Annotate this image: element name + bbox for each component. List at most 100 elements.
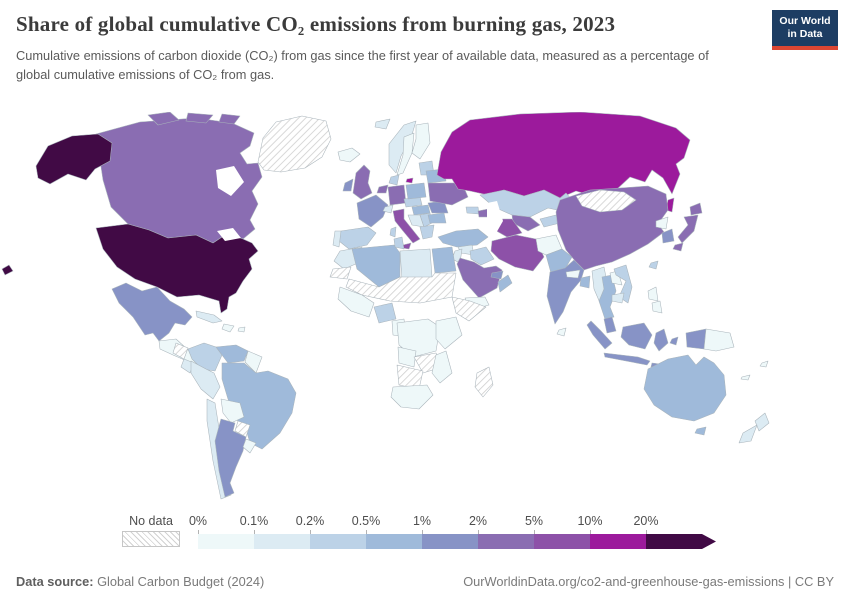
region-netherlands[interactable]: [376, 184, 389, 194]
region-iceland[interactable]: [337, 147, 361, 163]
region-venezuela[interactable]: [215, 344, 249, 364]
region-switzerland[interactable]: [382, 204, 394, 214]
region-svalbard[interactable]: [374, 118, 391, 130]
region-malaysia[interactable]: [603, 316, 617, 334]
region-java[interactable]: [603, 352, 651, 366]
region-saudi-arabia[interactable]: [456, 257, 503, 299]
region-france[interactable]: [356, 194, 389, 228]
region-oman[interactable]: [497, 274, 513, 293]
region-puerto-rico[interactable]: [237, 326, 246, 333]
region-mongolia[interactable]: [575, 189, 637, 213]
region-vietnam[interactable]: [613, 264, 633, 304]
region-south-korea[interactable]: [661, 228, 675, 244]
region-china[interactable]: [555, 185, 669, 271]
region-new-caledonia[interactable]: [740, 374, 751, 381]
footer-link[interactable]: OurWorldinData.org/co2-and-greenhouse-ga…: [463, 574, 785, 589]
region-denmark[interactable]: [388, 174, 400, 186]
region-horn-africa[interactable]: [451, 296, 487, 322]
region-mozambique[interactable]: [431, 350, 453, 384]
legend-color-segment[interactable]: [422, 534, 478, 549]
region-turkey[interactable]: [437, 228, 489, 248]
region-canada-arctic[interactable]: [147, 111, 180, 126]
region-tunisia[interactable]: [393, 236, 405, 250]
region-greenland[interactable]: [257, 115, 332, 173]
region-sumatra[interactable]: [586, 320, 613, 350]
region-west-sahara[interactable]: [329, 266, 352, 280]
owid-logo[interactable]: Our World in Data: [772, 10, 838, 50]
region-uruguay[interactable]: [242, 438, 257, 454]
region-uae-qatar[interactable]: [490, 270, 504, 280]
legend-color-segment[interactable]: [646, 534, 716, 549]
region-borneo[interactable]: [620, 322, 653, 350]
region-ireland[interactable]: [342, 178, 354, 192]
region-germany[interactable]: [387, 184, 407, 206]
region-cuba[interactable]: [195, 310, 223, 324]
region-egypt[interactable]: [431, 246, 457, 274]
legend-color-segment[interactable]: [478, 534, 534, 549]
region-colombia[interactable]: [187, 342, 223, 372]
region-madagascar[interactable]: [474, 366, 494, 398]
region-kaliningrad[interactable]: [405, 177, 414, 184]
region-libya[interactable]: [399, 248, 433, 280]
region-finland[interactable]: [411, 122, 431, 160]
region-nz-north[interactable]: [754, 412, 770, 432]
legend-color-segment[interactable]: [310, 534, 366, 549]
region-aleutians[interactable]: [1, 264, 14, 276]
region-russia[interactable]: [436, 111, 691, 199]
region-north-korea[interactable]: [655, 216, 669, 230]
region-iran[interactable]: [490, 234, 545, 272]
legend-color-segment[interactable]: [590, 534, 646, 549]
legend-segments: [198, 534, 716, 549]
region-moluccas[interactable]: [669, 336, 679, 346]
region-sahel[interactable]: [345, 272, 457, 304]
region-alaska[interactable]: [35, 133, 113, 185]
region-bangladesh[interactable]: [579, 275, 591, 289]
region-peru[interactable]: [190, 360, 221, 400]
region-japan-kyushu[interactable]: [672, 242, 684, 252]
region-japan-honshu[interactable]: [677, 214, 699, 244]
legend-color-segment[interactable]: [366, 534, 422, 549]
region-japan-hokkaido[interactable]: [689, 202, 703, 216]
legend-color-segment[interactable]: [198, 534, 254, 549]
region-italy[interactable]: [392, 208, 421, 244]
region-portugal[interactable]: [332, 230, 342, 248]
region-canada-arctic[interactable]: [185, 112, 214, 124]
region-fiji[interactable]: [759, 360, 769, 368]
region-sweden[interactable]: [396, 132, 415, 176]
region-nepal[interactable]: [565, 269, 581, 279]
region-australia[interactable]: [643, 354, 727, 422]
region-uk[interactable]: [352, 164, 373, 200]
legend-no-data[interactable]: No data: [122, 514, 180, 547]
region-philippines[interactable]: [647, 286, 659, 302]
region-spain[interactable]: [338, 226, 377, 250]
region-central-africa[interactable]: [396, 318, 441, 358]
region-philippines[interactable]: [651, 300, 663, 314]
region-sulawesi[interactable]: [653, 328, 669, 352]
region-mexico[interactable]: [111, 282, 193, 342]
region-angola[interactable]: [397, 346, 417, 368]
region-east-africa[interactable]: [435, 316, 463, 350]
region-nigeria[interactable]: [373, 302, 397, 324]
region-west-new-guinea[interactable]: [685, 328, 707, 350]
region-pakistan[interactable]: [545, 248, 573, 274]
region-hispaniola[interactable]: [221, 323, 235, 333]
region-canada-arctic[interactable]: [218, 113, 241, 125]
region-sardinia[interactable]: [389, 226, 397, 238]
region-argentina[interactable]: [214, 418, 247, 498]
region-bolivia[interactable]: [220, 398, 245, 424]
region-poland[interactable]: [405, 182, 427, 200]
region-bulgaria[interactable]: [427, 212, 447, 224]
region-georgia[interactable]: [465, 206, 480, 215]
region-sri-lanka[interactable]: [556, 327, 567, 337]
region-west-africa[interactable]: [337, 286, 375, 318]
legend-color-segment[interactable]: [534, 534, 590, 549]
region-png[interactable]: [703, 328, 735, 352]
region-taiwan[interactable]: [648, 260, 659, 270]
region-cambodia[interactable]: [611, 292, 625, 304]
region-tasmania[interactable]: [694, 426, 707, 436]
region-south-africa[interactable]: [390, 384, 434, 410]
region-nz-south[interactable]: [738, 424, 758, 444]
region-greece[interactable]: [419, 224, 435, 240]
region-iraq[interactable]: [469, 246, 495, 266]
legend-color-segment[interactable]: [254, 534, 310, 549]
